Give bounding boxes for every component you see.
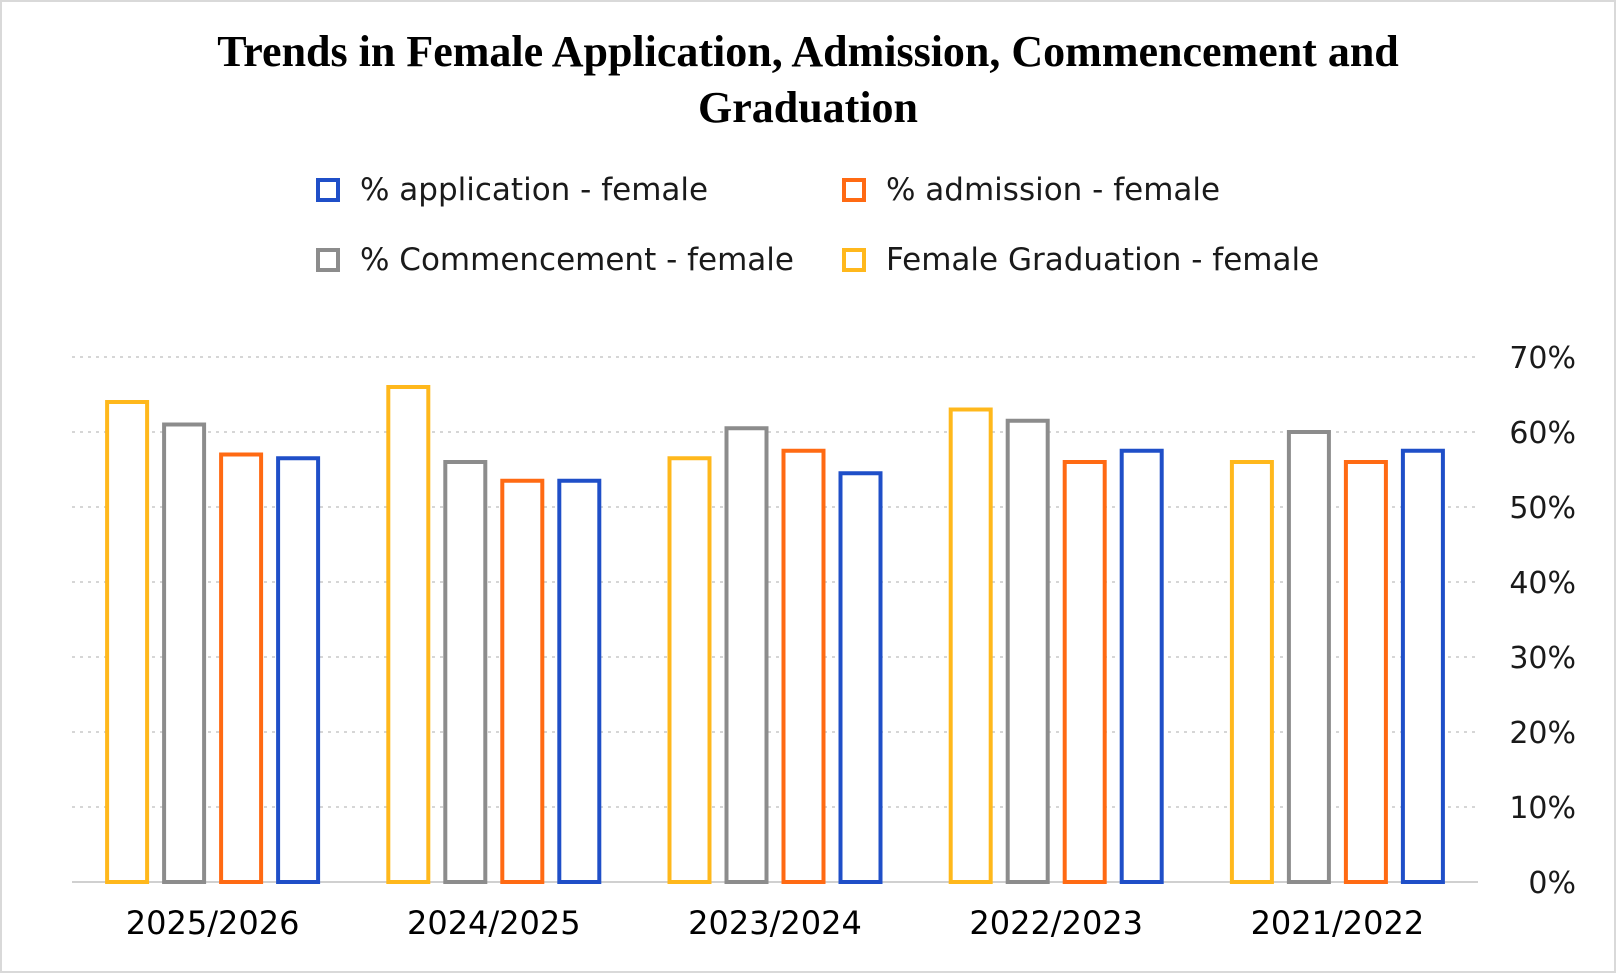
y-tick-label: 70% <box>1509 341 1576 376</box>
bar <box>948 407 993 884</box>
bar <box>500 478 545 884</box>
y-tick-label: 20% <box>1509 716 1576 751</box>
chart-title: Trends in Female Application, Admission,… <box>2 24 1614 136</box>
bar <box>1005 418 1050 884</box>
bar <box>1229 460 1274 884</box>
bar <box>1343 460 1388 884</box>
bar <box>443 460 488 884</box>
y-tick-label: 10% <box>1509 791 1576 826</box>
x-tick-label: 2022/2023 <box>969 904 1143 942</box>
x-tick-label: 2023/2024 <box>688 904 862 942</box>
bar <box>276 456 321 884</box>
bar <box>667 456 712 884</box>
y-tick-label: 40% <box>1509 566 1576 601</box>
bar <box>386 385 431 884</box>
y-tick-label: 60% <box>1509 416 1576 451</box>
bar <box>1062 460 1107 884</box>
bar <box>162 422 207 884</box>
x-tick-label: 2024/2025 <box>407 904 581 942</box>
bar <box>781 448 826 884</box>
x-tick-label: 2021/2022 <box>1251 904 1425 942</box>
bar <box>1119 448 1164 884</box>
y-tick-label: 0% <box>1528 866 1576 901</box>
bar <box>838 471 883 884</box>
bar <box>1400 448 1445 884</box>
y-tick-label: 30% <box>1509 641 1576 676</box>
y-tick-label: 50% <box>1509 491 1576 526</box>
chart-title-line-2: Graduation <box>697 83 919 132</box>
chart-title-line-1: Trends in Female Application, Admission,… <box>217 27 1399 76</box>
x-tick-label: 2025/2026 <box>126 904 300 942</box>
bar <box>219 452 264 884</box>
bar <box>105 400 150 884</box>
bar <box>557 478 602 884</box>
bar <box>724 426 769 884</box>
bar <box>1286 430 1331 884</box>
